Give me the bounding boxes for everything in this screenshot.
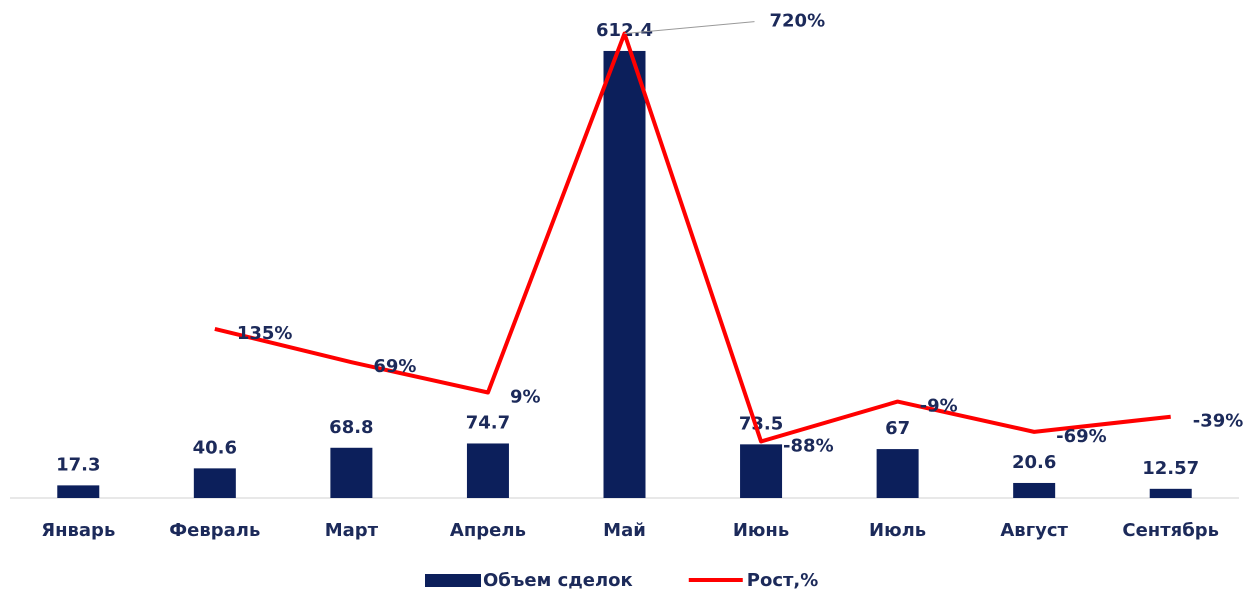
line-value-label: 135% <box>237 323 293 344</box>
bar <box>57 485 100 498</box>
bar <box>466 443 509 498</box>
bar-value-label: 74.7 <box>466 412 510 433</box>
line-value-label: 720% <box>770 11 826 32</box>
bar <box>1149 488 1192 498</box>
x-tick-label: Февраль <box>169 520 260 541</box>
bar <box>876 449 919 498</box>
bar-value-label: 12.57 <box>1142 458 1199 479</box>
line <box>214 31 1171 444</box>
bar <box>193 468 236 498</box>
bar <box>330 447 373 498</box>
x-tick-label: Январь <box>41 520 115 541</box>
x-tick-label: Июнь <box>733 520 789 541</box>
bar <box>603 50 646 499</box>
line-value-label: 9% <box>510 386 541 407</box>
x-tick-label: Август <box>1000 520 1068 541</box>
line-value-label: 69% <box>373 356 416 377</box>
legend-label: Рост,% <box>747 570 819 591</box>
legend-swatch <box>425 574 481 587</box>
x-tick-label: Март <box>325 520 379 541</box>
line-value-label: -88% <box>783 435 834 456</box>
leader-line <box>624 21 755 35</box>
x-tick-label: Июль <box>869 520 926 541</box>
bar-value-label: 612.4 <box>596 20 653 41</box>
bar-value-label: 20.6 <box>1012 452 1056 473</box>
legend-label: Объем сделок <box>483 570 633 591</box>
x-tick-label: Сентябрь <box>1122 520 1219 541</box>
bar <box>740 444 783 498</box>
line-value-label: -9% <box>920 396 958 417</box>
line-value-label: -69% <box>1056 426 1107 447</box>
bar <box>1013 482 1056 498</box>
bar-value-label: 67 <box>885 418 910 439</box>
x-tick-label: Май <box>603 520 646 541</box>
bar-value-label: 68.8 <box>329 417 373 438</box>
bar-value-label: 73.5 <box>739 413 783 434</box>
bar-value-label: 17.3 <box>56 454 100 475</box>
x-tick-label: Апрель <box>450 520 526 541</box>
bar-value-label: 40.6 <box>193 437 237 458</box>
line-value-label: -39% <box>1193 411 1244 432</box>
